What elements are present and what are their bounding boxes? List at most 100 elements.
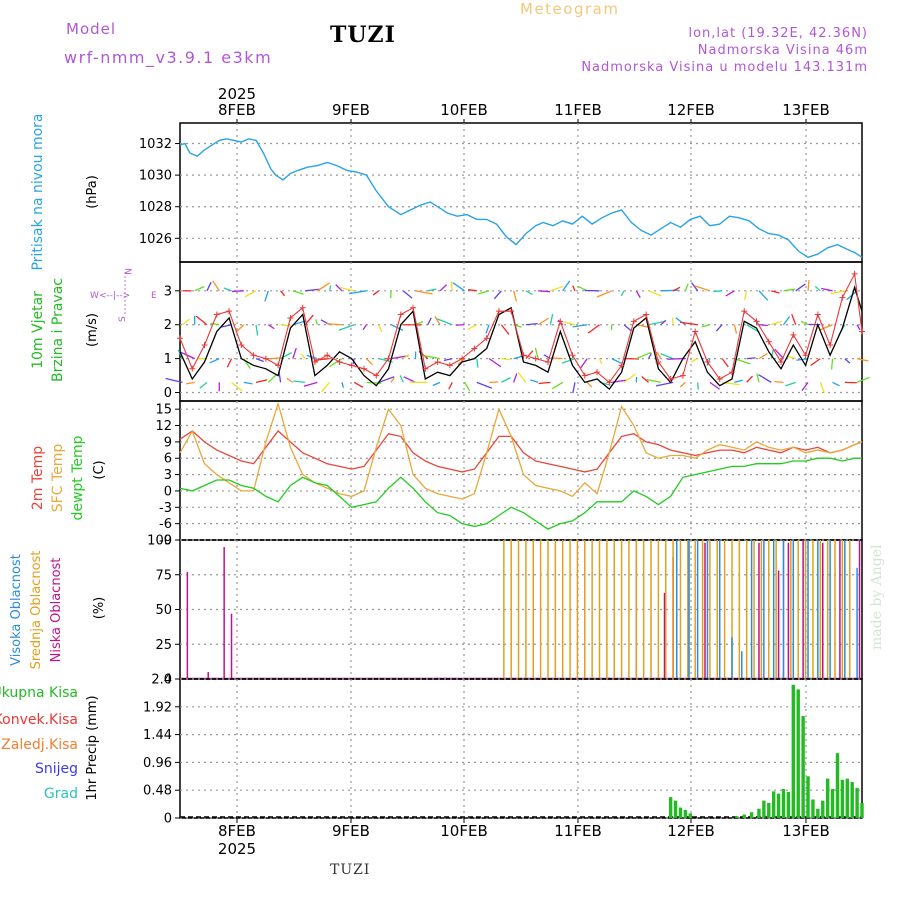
wind-arrow-3-31 [551, 381, 564, 390]
bottom-date-label-1: 9FEB [332, 822, 370, 840]
wind-arrow-1-53 [819, 324, 833, 331]
wind-gust-marker-39 [655, 359, 662, 366]
wind-arrow-1-33 [572, 324, 588, 328]
pressure-ytick-label-1: 1028 [139, 200, 172, 215]
wind-arrow-2-32 [561, 358, 576, 364]
top-date-label-4: 12FEB [667, 101, 714, 119]
wind-arrow-1-25 [485, 324, 490, 334]
wind-arrow-1-2 [195, 315, 208, 326]
wind-ytick-label-0: 0 [164, 386, 172, 401]
precip-bar-2 [678, 807, 683, 818]
precip-legend-2: Zaledj.Kisa [1, 737, 78, 753]
wind-arrow-1-16 [378, 324, 383, 332]
wind-gust-marker-35 [606, 379, 613, 386]
wind-gust-marker-45 [728, 369, 735, 376]
wind-gust-marker-18 [397, 311, 404, 318]
cloud-ytick-label-1: 25 [155, 638, 172, 653]
cloud-ytick-label-4: 100 [147, 534, 172, 549]
cloud-ytick-label-3: 75 [155, 568, 172, 583]
dewpoint-line [179, 457, 862, 530]
wind-gust-marker-15 [360, 365, 367, 372]
precip-bar-11 [771, 791, 776, 818]
wind-arrow-0-2 [206, 281, 212, 292]
wind-arrow-0-35 [596, 290, 613, 298]
wind-arrow-2-50 [787, 355, 796, 360]
wind-arrow-0-1 [194, 285, 205, 292]
wind-gust-marker-11 [311, 359, 318, 366]
temp-title-line3: dewpt Temp [70, 435, 86, 520]
wind-arrow-2-44 [721, 358, 729, 368]
wind-arrow-0-44 [713, 290, 723, 293]
wind-arrow-0-49 [783, 288, 796, 292]
wind-arrow-1-29 [537, 317, 549, 326]
pressure-ytick-label-0: 1026 [139, 232, 172, 247]
temperature-ytick-label-0: -9 [159, 534, 172, 549]
precip-bar-6 [742, 814, 746, 818]
footer-station: TUZI [330, 862, 371, 878]
wind-arrow-2-49 [774, 348, 784, 360]
precip-bar-15 [791, 684, 796, 818]
wind-arrow-1-4 [220, 324, 232, 328]
wind-gust-marker-41 [679, 372, 686, 379]
wind-gust-marker-34 [594, 369, 601, 376]
wind-arrow-3-28 [517, 372, 527, 383]
wind-arrow-1-5 [235, 324, 245, 333]
wind-arrow-2-55 [856, 357, 869, 362]
wind-arrow-0-11 [317, 282, 331, 292]
precip-bar-10 [767, 802, 771, 818]
wind-arrow-1-26 [500, 324, 510, 335]
wind-arrow-2-34 [598, 358, 603, 365]
wind-arrow-0-32 [572, 285, 576, 292]
wind-gust-marker-55 [851, 270, 858, 277]
wind-arrow-0-21 [439, 284, 448, 292]
wind-arrow-1-36 [623, 324, 632, 332]
wind-gust-marker-9 [287, 314, 294, 321]
wind-frame [179, 261, 863, 402]
wind-arrow-1-22 [436, 318, 453, 326]
wind-gust-marker-22 [446, 362, 453, 369]
wind-arrow-2-11 [306, 354, 318, 360]
cloud-ylabel-group: (%) [92, 597, 107, 620]
temperature-ytick-label-2: -3 [159, 501, 172, 516]
wind-arrow-2-28 [525, 350, 534, 360]
wind-arrow-2-29 [534, 347, 539, 359]
wind-gust-marker-40 [667, 375, 674, 382]
wind-arrow-0-29 [538, 290, 551, 293]
wind-arrow-1-44 [715, 324, 723, 332]
wind-arrow-0-7 [264, 290, 269, 302]
wind-arrow-0-10 [305, 288, 320, 292]
cloud-title-line2-group: Srednja Oblacnost [29, 551, 44, 670]
wind-arrow-3-55 [856, 376, 870, 383]
precip-bar-14 [786, 791, 791, 818]
top-year-label: 2025 [218, 85, 256, 103]
wind-arrow-0-41 [684, 283, 689, 292]
wind-title-line2: Brzina i Pravac [50, 278, 66, 382]
precip-bar-4 [688, 813, 692, 818]
precip-bar-5 [735, 816, 739, 818]
wind-arrow-3-21 [432, 381, 441, 387]
wind-arrow-1-51 [800, 320, 809, 326]
wind-arrow-0-27 [513, 290, 518, 302]
top-date-label-1: 9FEB [332, 101, 370, 119]
wind-arrow-2-46 [746, 357, 756, 360]
wind-arrow-1-40 [671, 317, 674, 325]
top-date-label-0: 8FEB [218, 101, 256, 119]
wind-gust-marker-44 [716, 375, 723, 382]
wind-arrow-3-5 [243, 381, 253, 385]
wind-arrow-2-21 [422, 354, 441, 360]
wind-arrow-1-45 [733, 324, 738, 334]
wind-arrow-0-3 [212, 280, 220, 292]
temperature-ytick-label-1: -6 [159, 517, 172, 532]
wind-gust-marker-49 [778, 359, 785, 366]
wind-arrow-2-7 [268, 357, 281, 360]
wind-arrow-2-38 [647, 353, 652, 359]
wind-arrow-3-39 [646, 378, 661, 383]
wind-arrow-3-19 [403, 376, 416, 383]
wind-arrow-1-11 [315, 319, 319, 325]
model-name: wrf-nmm_v3.9.1 e3km [64, 48, 273, 67]
wind-arrow-3-29 [530, 379, 539, 383]
wind-arrow-1-46 [746, 324, 760, 333]
wind-arrow-3-38 [641, 375, 649, 383]
wind-arrow-0-53 [821, 287, 833, 292]
wind-arrow-1-43 [701, 324, 711, 328]
